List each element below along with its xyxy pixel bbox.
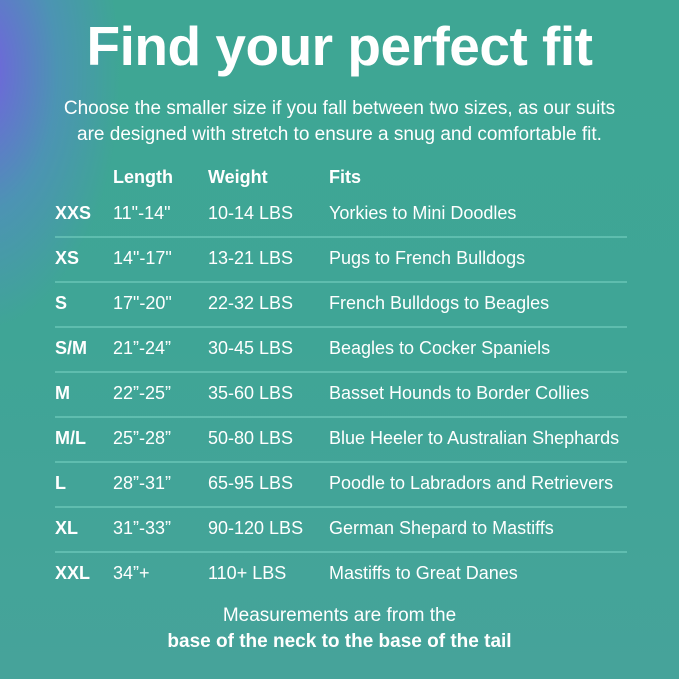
table-row: M 22”-25” 35-60 LBS Basset Hounds to Border… xyxy=(55,371,627,416)
header-weight: Weight xyxy=(208,167,268,187)
cell-length: 28”-31” xyxy=(113,473,172,493)
cell-weight: 22-32 LBS xyxy=(208,293,294,313)
cell-length: 34”+ xyxy=(113,563,150,583)
cell-fits: Beagles to Cocker Spaniels xyxy=(329,338,551,358)
cell-weight: 13-21 LBS xyxy=(208,248,294,268)
cell-size: M/L xyxy=(55,428,86,448)
cell-fits: Poodle to Labradors and Retrievers xyxy=(329,473,614,493)
cell-size: S/M xyxy=(55,338,88,358)
table-row: S/M 21”-24” 30-45 LBS Beagles to Cocker Spa… xyxy=(55,326,627,371)
cell-weight: 30-45 LBS xyxy=(208,338,294,358)
row-divider xyxy=(55,326,627,328)
cell-weight: 50-80 LBS xyxy=(208,428,294,448)
table-row: XS 14"-17" 13-21 LBS Pugs to French Bulldog… xyxy=(55,236,627,281)
table-row: S 17"-20" 22-32 LBS French Bulldogs to Beag… xyxy=(55,281,627,326)
header-fits: Fits xyxy=(329,167,362,187)
row-divider xyxy=(55,371,627,373)
cell-size: XXL xyxy=(55,563,91,583)
table-row: XXL 34”+ 110+ LBS Mastiffs to Great Danes xyxy=(55,551,627,596)
cell-weight: 110+ LBS xyxy=(208,563,287,583)
cell-fits: Basset Hounds to Border Collies xyxy=(329,383,590,403)
page-title: Find your perfect fit xyxy=(86,15,593,77)
subtitle-line: Choose the smaller size if you fall betw… xyxy=(63,98,616,119)
subtitle-line: are designed with stretch to ensure a sn… xyxy=(77,124,602,145)
cell-length: 31”-33” xyxy=(113,518,172,538)
cell-weight: 10-14 LBS xyxy=(208,203,294,223)
cell-fits: French Bulldogs to Beagles xyxy=(329,293,550,313)
table-row: L 28”-31” 65-95 LBS Poodle to Labradors and… xyxy=(55,461,627,506)
cell-length: 25”-28” xyxy=(113,428,172,448)
cell-length: 22”-25” xyxy=(113,383,172,403)
cell-fits: Pugs to French Bulldogs xyxy=(329,248,526,268)
row-divider xyxy=(55,281,627,283)
cell-size: M xyxy=(55,383,70,403)
cell-fits: Blue Heeler to Australian Shephards xyxy=(329,428,620,448)
cell-length: 21”-24” xyxy=(113,338,172,358)
cell-length: 14"-17" xyxy=(113,248,172,268)
row-divider xyxy=(55,236,627,238)
cell-size: XS xyxy=(55,248,80,268)
row-divider xyxy=(55,416,627,418)
cell-length: 17"-20" xyxy=(113,293,172,313)
table-row: XXS 11"-14" 10-14 LBS Yorkies to Mini Doodl… xyxy=(55,191,627,236)
cell-fits: German Shepard to Mastiffs xyxy=(329,518,554,538)
row-divider xyxy=(55,551,627,553)
cell-fits: Mastiffs to Great Danes xyxy=(329,563,518,583)
cell-weight: 35-60 LBS xyxy=(208,383,294,403)
table-row: XL 31”-33” 90-120 LBS German Shepard to Mas… xyxy=(55,506,627,551)
cell-weight: 65-95 LBS xyxy=(208,473,294,493)
cell-size: S xyxy=(55,293,68,313)
subtitle: Choose the smaller size if you fall betw… xyxy=(0,96,679,148)
cell-size: XL xyxy=(55,518,79,538)
footer-note-bold: base of the neck to the base of the tail xyxy=(167,631,512,652)
cell-size: L xyxy=(55,473,66,493)
row-divider xyxy=(55,506,627,508)
cell-fits: Yorkies to Mini Doodles xyxy=(329,203,517,223)
cell-size: XXS xyxy=(55,203,92,223)
row-divider xyxy=(55,461,627,463)
table-row: M/L 25”-28” 50-80 LBS Blue Heeler to Austra… xyxy=(55,416,627,461)
cell-length: 11"-14" xyxy=(113,203,171,223)
footer-note: Measurements are from the xyxy=(222,605,457,626)
header-length: Length xyxy=(113,167,173,187)
cell-weight: 90-120 LBS xyxy=(208,518,304,538)
